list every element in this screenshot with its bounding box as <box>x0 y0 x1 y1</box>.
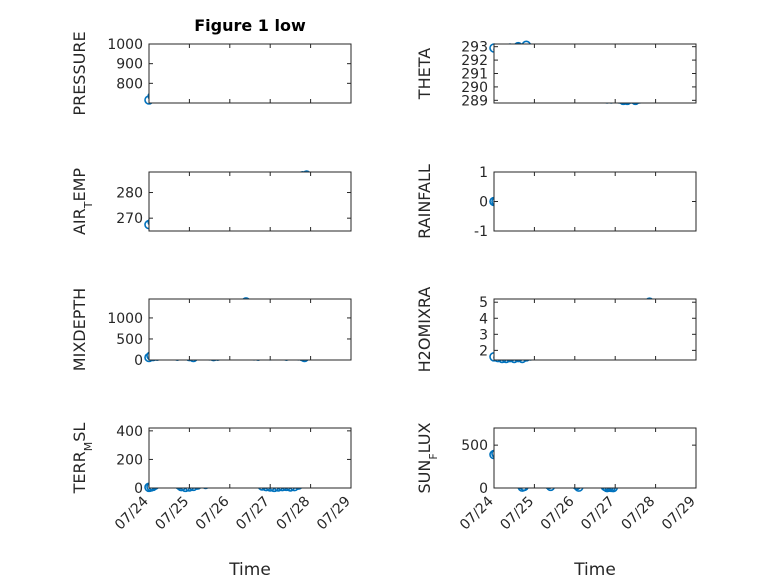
y-tick-label: 500 <box>461 438 488 454</box>
x-tick-label: 07/28 <box>274 494 314 534</box>
x-tick-label: 07/29 <box>314 494 354 534</box>
y-tick-label: 5 <box>479 295 488 311</box>
x-axis-label-left: Time <box>228 560 271 580</box>
y-tick-label: 900 <box>116 57 143 73</box>
y-tick-label: 280 <box>116 186 143 202</box>
y-tick-label: -1 <box>474 224 488 240</box>
x-tick-label: 07/28 <box>619 494 659 534</box>
subplot-air-temp: 270 280 AIRTEMP <box>70 168 352 235</box>
y-tick-label: 4 <box>479 311 488 327</box>
x-tick-label: 07/27 <box>578 494 618 534</box>
y-tick-label: 290 <box>461 80 488 96</box>
y-tick-label: 0 <box>479 195 488 211</box>
x-tick-label: 07/25 <box>152 494 192 534</box>
y-tick-label: 400 <box>116 424 143 440</box>
figure-title: Figure 1 low <box>194 16 306 35</box>
axis-box <box>493 43 697 104</box>
y-axis-label: AIRTEMP <box>70 168 95 235</box>
subplot-pressure: 800 900 1000 PRESSURE <box>70 31 352 116</box>
subplot-sun-flux: 0 500 07/24 07/25 07/26 07/27 07/28 07/29 SUNFLU… <box>415 422 699 533</box>
axis-box <box>148 298 352 361</box>
x-axis-label-right: Time <box>573 560 616 580</box>
y-axis-label: RAINFALL <box>415 164 434 239</box>
y-axis-label: SUNFLUX <box>415 422 440 493</box>
subplot-rainfall: -1 0 1 RAINFALL <box>415 164 697 240</box>
y-tick-label: 3 <box>479 327 488 343</box>
y-tick-label: 800 <box>116 76 143 92</box>
y-axis-label: THETA <box>415 48 434 100</box>
x-tick-label: 07/29 <box>659 494 699 534</box>
axis-box <box>493 171 697 232</box>
y-tick-label: 1000 <box>107 311 143 327</box>
y-tick-label: 500 <box>116 332 143 348</box>
y-tick-label: 293 <box>461 40 488 56</box>
y-axis-label: MIXDEPTH <box>70 288 89 371</box>
axis-box <box>148 43 352 104</box>
y-tick-label: 2 <box>479 343 488 359</box>
x-tick-label: 07/26 <box>538 493 578 533</box>
y-tick-label: 1 <box>479 165 488 181</box>
subplot-terr-msl: 0 200 400 07/24 07/25 07/26 07/27 07/28 07/29 TER… <box>70 423 354 534</box>
x-tick-label: 07/24 <box>457 493 497 533</box>
y-tick-label: 200 <box>116 452 143 468</box>
y-tick-label: 0 <box>134 481 143 497</box>
x-tick-label: 07/25 <box>497 494 537 534</box>
y-tick-label: 270 <box>116 211 143 227</box>
x-tick-label: 07/24 <box>112 493 152 533</box>
axis-box <box>493 427 697 489</box>
y-tick-label: 0 <box>479 481 488 497</box>
x-tick-label: 07/27 <box>233 494 273 534</box>
y-axis-label: PRESSURE <box>70 31 89 115</box>
axis-box <box>493 298 697 361</box>
subplot-mixdepth: 0 500 1000 MIXDEPTH <box>70 288 352 371</box>
y-tick-label: 289 <box>461 93 488 109</box>
y-axis-label: H2OMIXRA <box>415 287 434 373</box>
axis-box <box>148 171 352 232</box>
y-tick-label: 0 <box>134 353 143 369</box>
y-axis-label: TERRMSL <box>70 423 95 495</box>
y-tick-label: 292 <box>461 53 488 69</box>
y-tick-label: 1000 <box>107 37 143 53</box>
x-tick-label: 07/26 <box>193 493 233 533</box>
y-tick-label: 291 <box>461 67 488 83</box>
axis-box <box>148 427 352 489</box>
